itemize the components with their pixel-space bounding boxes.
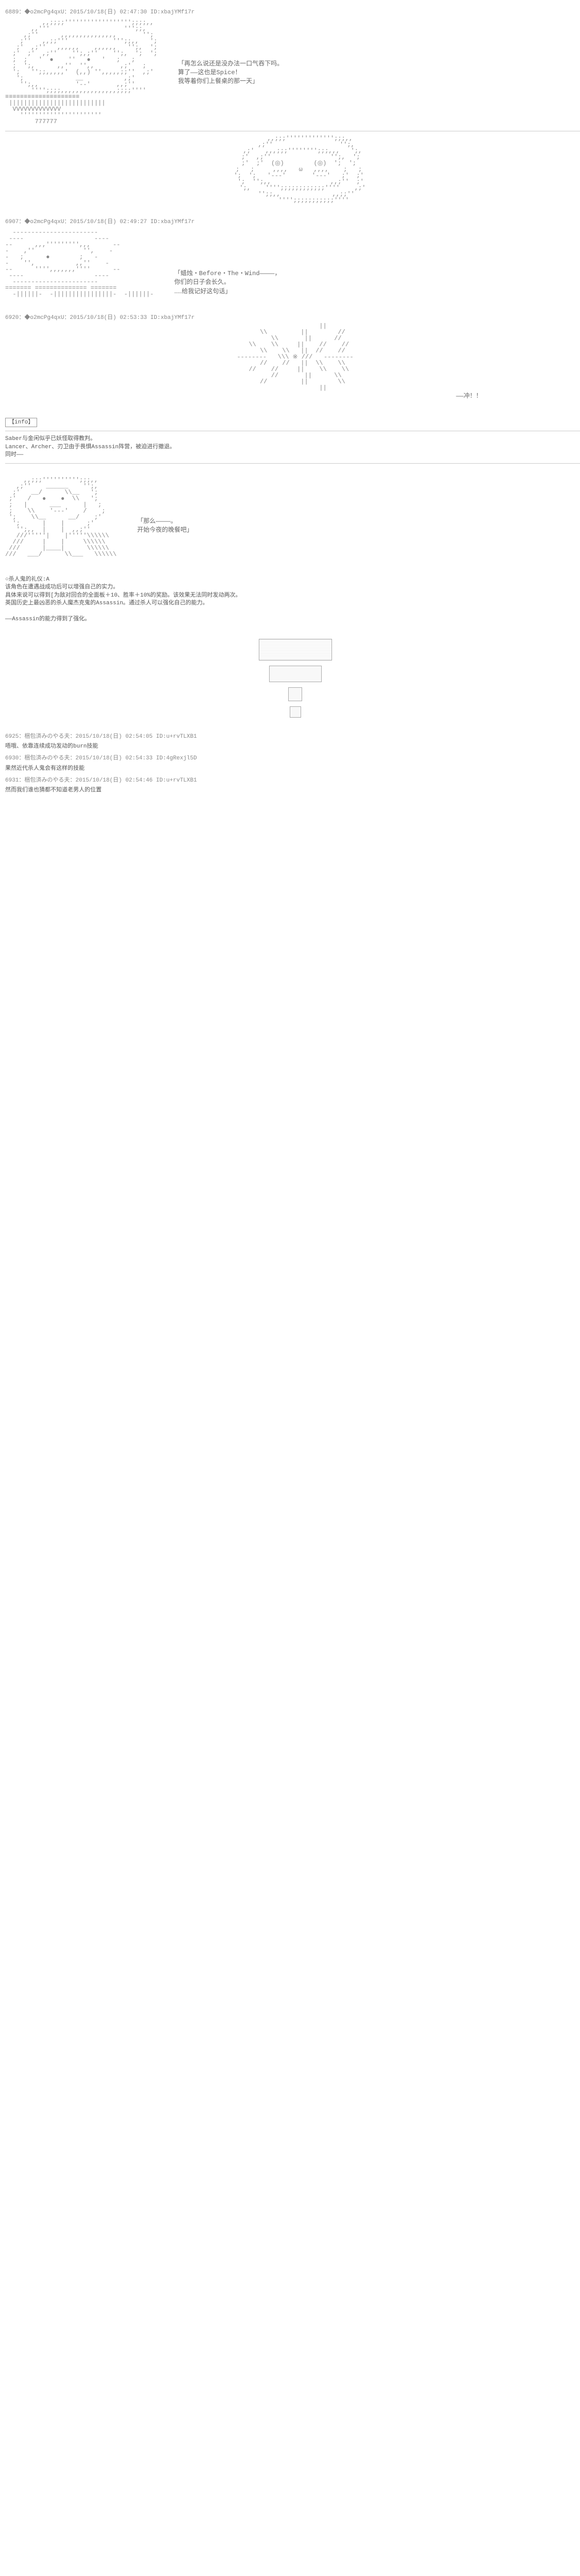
info-block: 【info】 Saber与金闲似乎已妖怪取得教判。 Lancer、Archer、… (5, 419, 580, 464)
post-6920: 6920：◆o2mcPg4qxU：2015/10/18(日) 02:53:33 … (5, 315, 580, 717)
comment-header: 6930：梱包済みのやる夫：2015/10/18(日) 02:54:33 ID:… (5, 755, 580, 762)
comment: 6931：梱包済みのやる夫：2015/10/18(日) 02:54:46 ID:… (5, 777, 580, 795)
dialogue-text: 你们的日子会长久。 (174, 279, 280, 286)
dialogue-text: 开始今夜的晚餐吧」 (137, 527, 193, 534)
info-text: Saber与金闲似乎已妖怪取得教判。 (5, 435, 580, 443)
dialogue-text: 算了――这也是Spice！ (178, 70, 283, 76)
comment: 6925：梱包済みのやる夫：2015/10/18(日) 02:54:05 ID:… (5, 733, 580, 751)
info-label: 【info】 (5, 418, 37, 427)
comment: 6930：梱包済みのやる夫：2015/10/18(日) 02:54:33 ID:… (5, 755, 580, 773)
dialogue-text: 「蜡烛・Before・The・Wind――――， (174, 270, 280, 277)
ascii-jack: ,,;;;'''''''''';;;,, ,;'' ______ '';, ;'… (5, 477, 117, 557)
info-text: Lancer、Archer、刃卫由于畏惧Assassin阵营，被迫进行撤退。 (5, 444, 580, 451)
skill-text: ――Assassin的能力得到了强化。 (5, 616, 580, 623)
skill-title: ○杀人鬼的礼仪:A (5, 576, 580, 584)
pattern-box (288, 687, 302, 701)
dialogue-text: 「那么――――。 (137, 518, 193, 525)
comment-body: 果然近代杀人鬼会有这样的技能 (5, 765, 580, 773)
skill-text: 英国历史上最凶恶的杀人魔杰克鬼的Assassin。通过杀人可以强化自己的能力。 (5, 600, 580, 607)
info-text: 同时―― (5, 451, 580, 459)
comments: 6925：梱包済みのやる夫：2015/10/18(日) 02:54:05 ID:… (5, 733, 580, 795)
dialogue-text: 「再怎么说还是没办法一口气吞下吗。 (178, 61, 283, 67)
dialogue-text: 我等着你们上餐桌的那一天」 (178, 78, 283, 85)
ascii-burst: || \\ || // \\ || // \\ \\ || // // \\ \… (5, 323, 580, 391)
comment-header: 6931：梱包済みのやる夫：2015/10/18(日) 02:54:46 ID:… (5, 777, 580, 785)
skill-text: 具体来说可以得到[为敌对回合的全面板＋10、胜率＋10%的奖励。该效果无法同时发… (5, 592, 580, 600)
box-stack (5, 639, 580, 718)
skill-block: ○杀人鬼的礼仪:A 该角色在遭遇战成功后可以增强自己的实力。 具体来说可以得到[… (5, 576, 580, 623)
dialogue-text: ――冲！！ (15, 393, 482, 400)
ascii-hooded: ,,;;;''''''''''''';;;,, ,;'' '';, ,;' ,,… (5, 135, 580, 204)
pattern-box (259, 639, 332, 660)
post-header: 6920：◆o2mcPg4qxU：2015/10/18(日) 02:53:33 … (5, 315, 580, 321)
comment-header: 6925：梱包済みのやる夫：2015/10/18(日) 02:54:05 ID:… (5, 733, 580, 741)
post-header: 6889：◆o2mcPg4qxU：2015/10/18(日) 02:47:30 … (5, 9, 580, 15)
ascii-face: ,,;;;;'''''''''''''''''';;;;,, ,,''' '''… (5, 20, 157, 125)
skill-text: 该角色在遭遇战成功后可以增强自己的实力。 (5, 584, 580, 591)
pattern-box (290, 706, 301, 718)
comment-body: 然而我们谁也猜都不知道老男人的位置 (5, 787, 580, 794)
post-6907: 6907：◆o2mcPg4qxU：2015/10/18(日) 02:49:27 … (5, 219, 580, 299)
ascii-eye: ----------------------- ---- ---- -- ,,,… (5, 229, 154, 297)
comment-body: 唔哦、依靠连续成功发动的burn技能 (5, 743, 580, 751)
pattern-box (269, 666, 322, 682)
post-header: 6907：◆o2mcPg4qxU：2015/10/18(日) 02:49:27 … (5, 219, 580, 225)
post-6889: 6889：◆o2mcPg4qxU：2015/10/18(日) 02:47:30 … (5, 9, 580, 204)
dialogue-text: ……给我记好这句话」 (174, 289, 280, 295)
